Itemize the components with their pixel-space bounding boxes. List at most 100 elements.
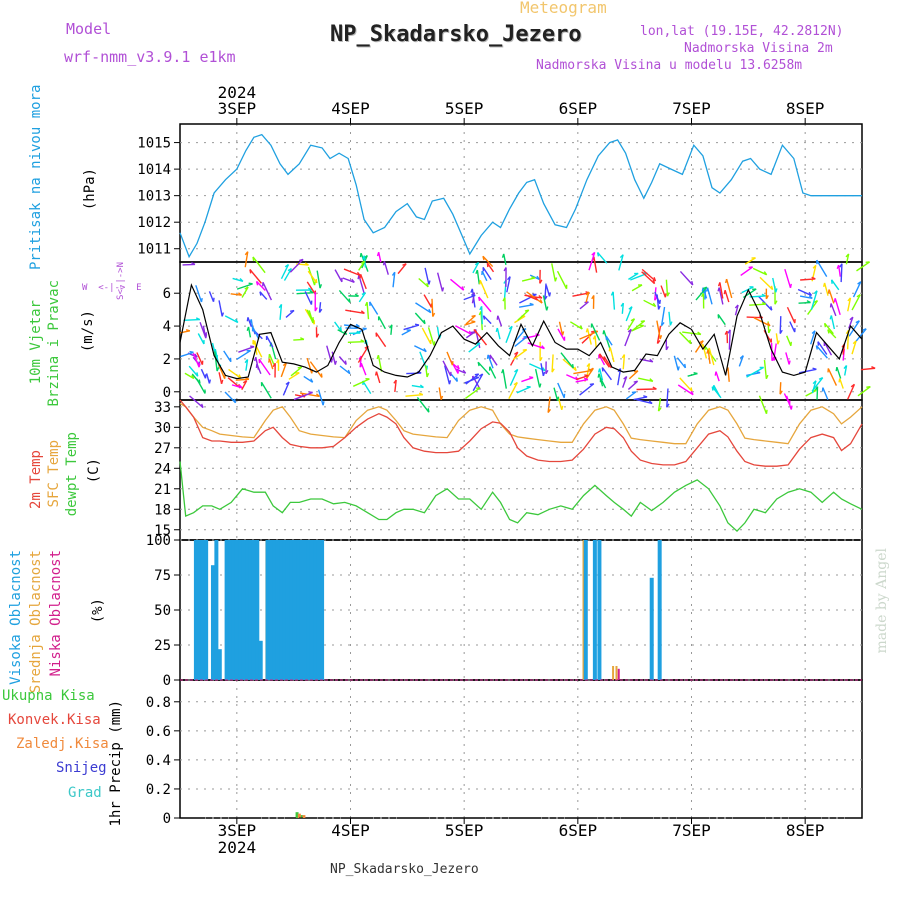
wind-arrow-head	[585, 328, 589, 333]
wind-arrow	[656, 320, 661, 340]
wind-arrow-head	[427, 408, 430, 413]
wind-arrow-head	[871, 366, 876, 369]
wind-arrow	[184, 372, 195, 380]
cloud-bar	[583, 540, 588, 680]
wind-arrow	[848, 316, 854, 329]
wind-arrow-head	[697, 331, 702, 335]
wind-arrow	[704, 345, 717, 362]
wind-arrow-head	[343, 330, 348, 335]
wind-arrow	[598, 354, 606, 366]
wind-arrow	[786, 306, 796, 324]
wind-arrow-head	[252, 256, 255, 261]
wind-arrow-head	[666, 292, 670, 297]
wind-arrow-head	[811, 276, 816, 280]
wind-arrow	[666, 388, 669, 408]
wind-arrow	[230, 293, 242, 296]
wind-arrow	[842, 348, 845, 361]
wind-arrow-head	[501, 253, 505, 258]
wind-arrow-head	[272, 362, 276, 368]
wind-arrow	[358, 260, 366, 271]
wind-arrow-head	[482, 315, 486, 320]
wind-arrow-head	[849, 316, 854, 321]
wind-arrow	[268, 353, 275, 365]
wind-arrow-head	[284, 263, 289, 268]
wind-arrow-head	[314, 307, 318, 312]
wind-arrow-head	[767, 322, 771, 327]
wind-arrow-head	[628, 306, 633, 310]
wind-arrow-head	[393, 379, 397, 384]
wind-arrow	[553, 387, 559, 401]
wind-arrow	[446, 351, 454, 366]
wind-arrow-head	[665, 346, 669, 351]
wind-arrow-head	[364, 345, 369, 349]
day-label-top: 3SEP	[218, 99, 257, 118]
wind-arrow-head	[218, 364, 222, 369]
cloud-bar	[279, 540, 282, 680]
wind-arrow	[288, 372, 300, 380]
wind-arrow-head	[268, 358, 271, 363]
wind-arrow-head	[657, 305, 661, 310]
wind-arrow	[489, 354, 498, 366]
wind-arrow-head	[301, 393, 306, 398]
wind-arrow	[344, 324, 360, 328]
wind-arrow-head	[248, 282, 253, 285]
wind-arrow-head	[775, 288, 778, 293]
wind-arrow	[844, 365, 848, 376]
wind-arrow	[631, 320, 646, 332]
wind-arrow	[586, 328, 592, 345]
wind-arrow-head	[633, 370, 639, 373]
wind-arrow	[236, 349, 251, 360]
wind-arrow	[306, 281, 317, 295]
wind-arrow	[510, 351, 519, 366]
wind-arrow	[236, 283, 253, 290]
wind-arrow	[479, 280, 489, 299]
wind-arrow	[638, 377, 653, 383]
wind-arrow-head	[653, 277, 657, 282]
wind-arrow-head	[589, 367, 594, 371]
wind-arrow-head	[548, 292, 552, 297]
wind-arrow	[509, 369, 519, 386]
wind-arrow-head	[597, 368, 601, 373]
wind-arrow	[486, 262, 495, 273]
wind-arrow	[827, 329, 837, 339]
wind-arrow-head	[633, 380, 638, 383]
wind-arrow	[352, 327, 367, 336]
cloud-bar	[228, 540, 233, 680]
cloud-bar	[289, 540, 294, 680]
wind-arrow	[378, 316, 387, 330]
wind-arrow	[383, 261, 389, 275]
wind-arrow-head	[201, 403, 204, 408]
wind-arrow	[654, 291, 661, 305]
wind-arrow	[304, 291, 313, 305]
wind-arrow	[673, 355, 679, 371]
wind-arrow	[743, 288, 757, 299]
wind-arrow	[856, 261, 870, 272]
wind-arrow-head	[701, 287, 704, 292]
wind-arrow	[798, 301, 811, 304]
wind-arrow-head	[643, 272, 648, 275]
wind-arrow	[235, 378, 250, 381]
wind-arrow-head	[648, 400, 653, 404]
wind-arrow-head	[852, 340, 857, 345]
day-label-top: 5SEP	[445, 99, 484, 118]
wind-arrow-head	[833, 298, 836, 303]
wind-arrow	[524, 294, 543, 299]
cloud-bar	[275, 540, 280, 680]
wind-arrow	[489, 366, 497, 379]
wind-arrow	[282, 381, 290, 396]
wind-arrow-head	[455, 377, 459, 382]
wind-arrow-head	[771, 356, 775, 362]
wind-arrow-head	[351, 278, 355, 283]
cloud-bar	[251, 540, 256, 680]
wind-arrow	[191, 373, 201, 384]
wind-arrow	[306, 357, 313, 374]
wind-arrow-head	[355, 323, 360, 328]
wind-arrow-head	[233, 398, 237, 403]
wind-arrow	[512, 328, 527, 344]
wind-arrow	[183, 318, 200, 322]
wind-arrow	[840, 263, 843, 283]
wind-arrow	[401, 329, 411, 336]
wind-arrow-head	[238, 383, 241, 389]
wind-arrow	[627, 318, 636, 331]
wind-arrow	[779, 316, 782, 334]
